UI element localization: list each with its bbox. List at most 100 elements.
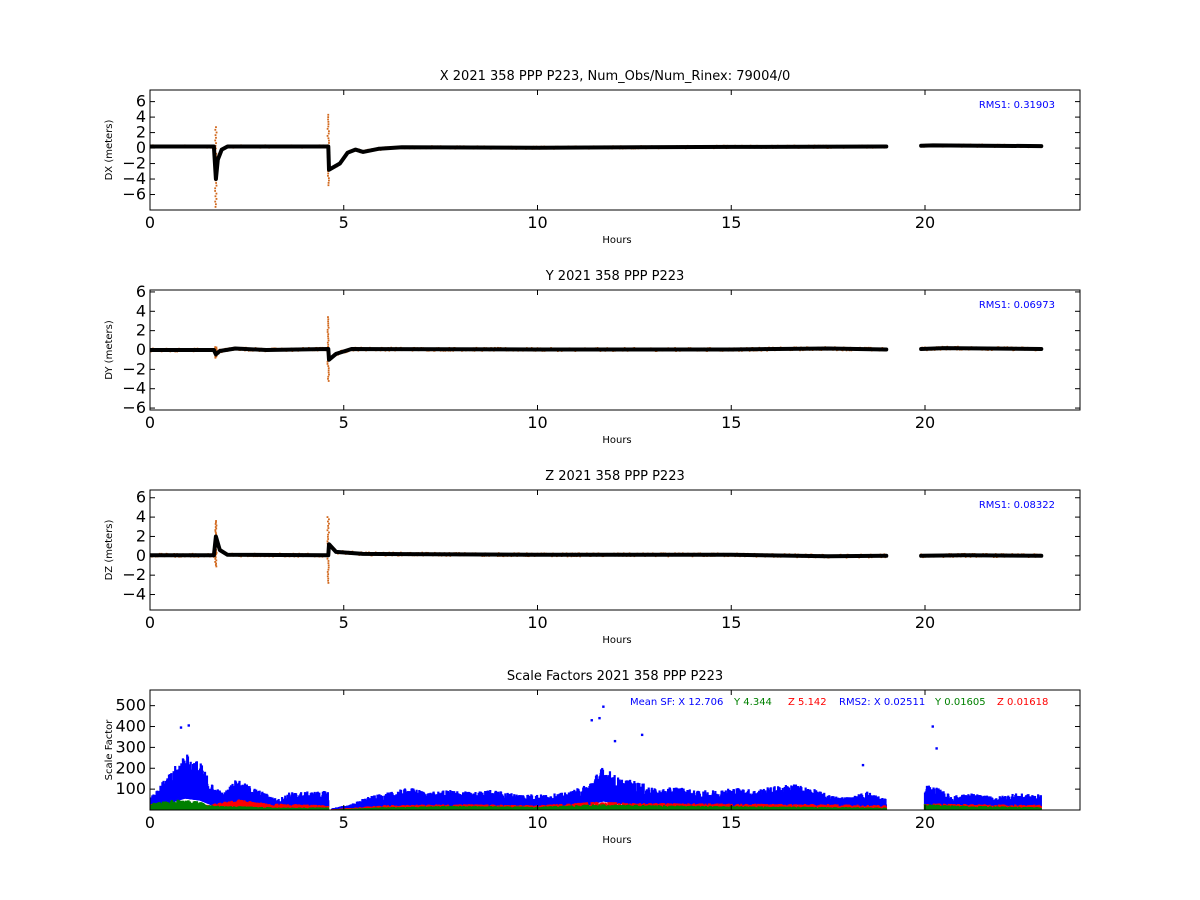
y-tick-label: 4 bbox=[136, 507, 146, 526]
spike-dot bbox=[214, 134, 217, 137]
spike-dot bbox=[215, 520, 217, 522]
sf-bar bbox=[571, 790, 574, 807]
trace-line-1 bbox=[150, 346, 889, 362]
sf-bar bbox=[553, 793, 556, 808]
sf-bar bbox=[565, 794, 569, 808]
spike-dot bbox=[326, 360, 329, 363]
spike-dot bbox=[327, 527, 330, 529]
spike-dot bbox=[327, 377, 329, 380]
spike-dot bbox=[214, 206, 217, 208]
spike-dot bbox=[327, 538, 330, 540]
x-tick-label: 15 bbox=[721, 213, 741, 232]
x-axis-label: Hours bbox=[602, 635, 631, 646]
spike-dot bbox=[327, 172, 330, 175]
spike-dot bbox=[326, 328, 329, 331]
spike-dot bbox=[328, 531, 330, 534]
x-tick-label: 15 bbox=[721, 613, 741, 632]
sf-bar bbox=[494, 791, 498, 807]
y-tick-label: −6 bbox=[122, 185, 146, 204]
spike-dot bbox=[327, 564, 330, 567]
spike-dot bbox=[214, 564, 217, 566]
y-axis-label: DY (meters) bbox=[104, 320, 115, 380]
spike-dot bbox=[215, 198, 218, 200]
plot-area bbox=[150, 516, 1044, 584]
spike-dot bbox=[327, 120, 330, 123]
y-tick-label: −6 bbox=[122, 398, 146, 417]
rms-annotation: RMS1: 0.06973 bbox=[979, 300, 1055, 311]
trace-line-1 bbox=[150, 534, 889, 559]
spike-dot bbox=[327, 566, 330, 569]
spike-dot bbox=[326, 557, 329, 560]
spike-dot bbox=[326, 341, 329, 344]
spike-dot bbox=[327, 533, 329, 536]
spike-dot bbox=[214, 561, 217, 563]
spike-dot bbox=[328, 142, 330, 144]
x-tick-label: 5 bbox=[339, 613, 349, 632]
y-tick-label: 6 bbox=[136, 488, 146, 507]
spike-dot bbox=[327, 343, 330, 346]
x-tick-label: 5 bbox=[339, 213, 349, 232]
x-axis-label: Hours bbox=[602, 235, 631, 246]
spike-dot bbox=[214, 526, 217, 528]
spike-dot bbox=[215, 131, 218, 134]
spike-dot bbox=[215, 559, 218, 562]
axes-frame bbox=[149, 89, 1081, 211]
spike-dot bbox=[326, 331, 329, 333]
spike-dot bbox=[328, 139, 330, 142]
x-axis-label: Hours bbox=[602, 435, 631, 446]
spike-dot bbox=[215, 553, 218, 556]
spike-dot bbox=[215, 562, 217, 565]
spike-dot bbox=[214, 557, 217, 560]
spike-dot bbox=[327, 318, 330, 321]
spike-dot bbox=[215, 551, 218, 554]
spike-dot bbox=[327, 116, 330, 119]
spike-dot bbox=[327, 322, 330, 325]
spike-dot bbox=[215, 346, 218, 349]
spike-dot bbox=[327, 577, 330, 580]
spike-dot bbox=[327, 367, 330, 370]
spike-dot bbox=[328, 518, 330, 521]
spike-dot bbox=[327, 320, 330, 323]
spike-dot bbox=[327, 113, 330, 116]
spike-dot bbox=[327, 316, 329, 318]
sf-bar bbox=[868, 792, 872, 808]
spike-dot bbox=[327, 365, 330, 367]
spike-dot bbox=[328, 179, 330, 182]
spike-dot bbox=[214, 203, 217, 206]
trace-line-1 bbox=[150, 144, 889, 181]
series-x bbox=[150, 754, 1042, 810]
trace-line-2 bbox=[919, 346, 1044, 351]
x-tick-label: 0 bbox=[145, 613, 155, 632]
spike-dot bbox=[327, 123, 330, 126]
x-tick-label: 10 bbox=[527, 413, 547, 432]
spike-dot bbox=[326, 571, 329, 573]
rms-annotation: RMS1: 0.08322 bbox=[979, 500, 1055, 511]
x-tick-label: 10 bbox=[527, 613, 547, 632]
spike-dot bbox=[327, 335, 329, 338]
spike-dot bbox=[328, 130, 330, 133]
spike-dot bbox=[214, 187, 217, 190]
spike-dot bbox=[326, 529, 329, 532]
spike-dot bbox=[326, 540, 329, 543]
sf-bar bbox=[627, 780, 631, 805]
y-tick-label: 2 bbox=[136, 321, 146, 340]
spike-dot bbox=[327, 174, 329, 177]
spike-dot bbox=[326, 535, 329, 538]
spike-dot bbox=[214, 195, 217, 198]
spike-dot bbox=[327, 137, 330, 140]
spike-dot bbox=[214, 128, 217, 131]
x-tick-label: 15 bbox=[721, 413, 741, 432]
spike-dot bbox=[214, 200, 217, 203]
spike-dot bbox=[327, 177, 330, 180]
sf-bar bbox=[479, 791, 483, 807]
spike-dot bbox=[327, 125, 330, 128]
spread-dots bbox=[150, 516, 1043, 584]
spread-dots bbox=[150, 113, 1043, 208]
y-tick-label: 0 bbox=[136, 340, 146, 359]
spike-dot bbox=[215, 136, 217, 139]
sf-bar bbox=[706, 792, 709, 807]
spike-dot bbox=[215, 565, 218, 568]
spike-dot bbox=[214, 139, 217, 142]
